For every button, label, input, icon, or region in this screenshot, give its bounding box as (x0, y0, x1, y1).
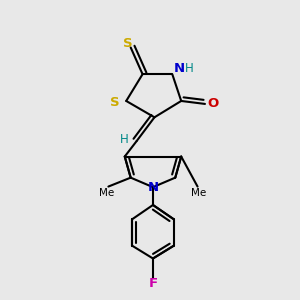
Text: F: F (148, 277, 158, 290)
Text: S: S (124, 38, 133, 50)
Text: H: H (120, 133, 128, 146)
Text: N: N (147, 181, 158, 194)
Text: N: N (174, 62, 185, 75)
Text: Me: Me (99, 188, 115, 198)
Text: Me: Me (191, 188, 207, 198)
Text: S: S (110, 96, 120, 109)
Text: H: H (185, 62, 194, 75)
Text: O: O (207, 97, 218, 110)
